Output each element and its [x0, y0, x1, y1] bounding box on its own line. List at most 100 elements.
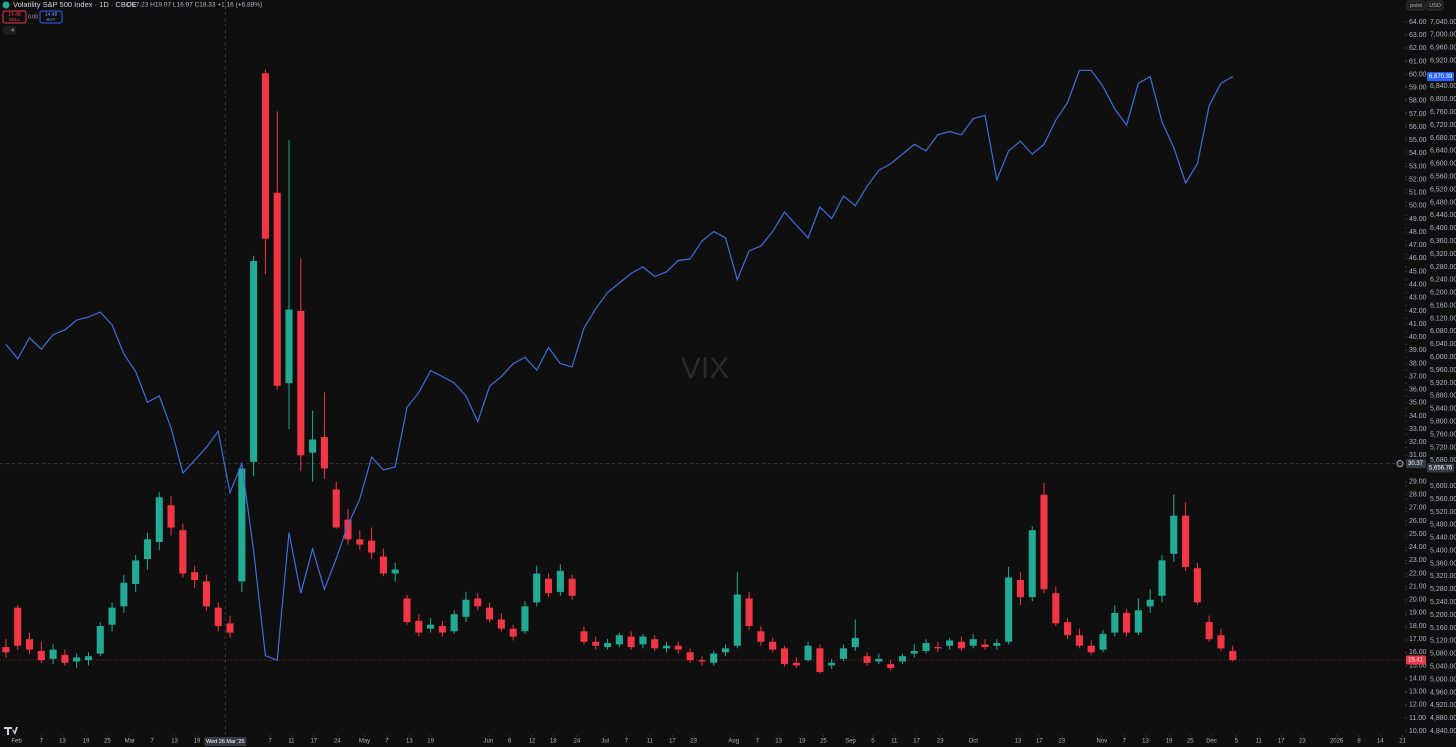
candle-body	[143, 539, 151, 560]
x-tick-label: 23	[1058, 739, 1065, 745]
candle-body	[863, 656, 871, 663]
x-tick-label: 19	[194, 739, 201, 745]
sell-price: 14.48	[8, 12, 21, 18]
y-tick-label: 52.00	[1409, 176, 1427, 183]
candle-body	[545, 578, 553, 594]
y-tick-label: 46.00	[1409, 255, 1427, 262]
x-tick-label: 11	[647, 739, 654, 745]
y2-tick-label: 6,000.00	[1430, 354, 1456, 361]
usd-button[interactable]	[1426, 0, 1444, 11]
candle-body	[1182, 515, 1190, 567]
candle-body	[474, 598, 482, 607]
candle-body	[438, 626, 446, 633]
candle-body	[1205, 622, 1213, 640]
candle-body	[615, 635, 623, 645]
crosshair-icon	[1396, 460, 1404, 468]
y2-tick-label: 6,080.00	[1430, 328, 1456, 335]
x-tick-label: 19	[83, 739, 90, 745]
x-tick-label: 25	[1187, 739, 1194, 745]
indicator-toggle[interactable]	[3, 26, 16, 35]
y-tick-label: 22.00	[1409, 570, 1427, 577]
y-tick-label: 59.00	[1409, 85, 1427, 92]
y-tick-label: 35.00	[1409, 400, 1427, 407]
y2-tick-label: 5,320.00	[1430, 573, 1456, 580]
y-tick-label: 34.00	[1409, 413, 1427, 420]
candle-body	[2, 647, 10, 653]
buy-price: 14.48	[45, 12, 58, 18]
candle-body	[1052, 593, 1060, 624]
candle-body	[922, 643, 930, 651]
y-tick-label: 58.00	[1409, 98, 1427, 105]
y2-tick-label: 6,280.00	[1430, 264, 1456, 271]
candle-body	[1134, 610, 1142, 633]
y2-tick-label: 5,040.00	[1430, 664, 1456, 671]
y-tick-label: 10.00	[1409, 728, 1427, 735]
y2-tick-label: 6,760.00	[1430, 109, 1456, 116]
candle-body	[108, 607, 116, 625]
y2-tick-label: 5,760.00	[1430, 431, 1456, 438]
y-tick-label: 47.00	[1409, 242, 1427, 249]
candle-body	[450, 614, 458, 632]
candle-body	[250, 261, 258, 462]
candle-body	[946, 640, 954, 646]
y-tick-label: 43.00	[1409, 295, 1427, 302]
overlay-last-label: 6,870.39	[1429, 74, 1453, 80]
y2-tick-label: 5,400.00	[1430, 547, 1456, 554]
y2-tick-label: 5,960.00	[1430, 367, 1456, 374]
candle-body	[214, 607, 222, 627]
y2-tick-label: 4,920.00	[1430, 702, 1456, 709]
sell-button[interactable]	[2, 10, 27, 24]
y-tick-label: 41.00	[1409, 321, 1427, 328]
usd-label: USD	[1429, 3, 1441, 9]
candle-body	[745, 598, 753, 627]
y2-tick-label: 6,480.00	[1430, 199, 1456, 206]
candle-body	[875, 658, 883, 662]
candle-body	[167, 505, 175, 528]
x-tick-label: Jun	[484, 739, 494, 745]
candle-body	[202, 581, 210, 607]
candle-body	[1099, 633, 1107, 650]
y-tick-label: 53.00	[1409, 163, 1427, 170]
crosshair-x-badge	[204, 737, 247, 746]
candle-body	[898, 656, 906, 662]
x-tick-label: 17	[1036, 739, 1043, 745]
candle-body	[851, 637, 859, 648]
x-tick-label: 13	[1015, 739, 1022, 745]
candle-body	[662, 645, 671, 649]
candle-body	[61, 654, 69, 663]
y2-tick-label: 6,680.00	[1430, 135, 1456, 142]
crosshair-y2-badge	[1427, 463, 1454, 473]
x-tick-label: 14	[1377, 739, 1384, 745]
y-tick-label: 54.00	[1409, 150, 1427, 157]
candle-body	[273, 192, 281, 386]
candle-body	[403, 598, 411, 623]
point-button[interactable]	[1406, 0, 1426, 11]
y-tick-label: 23.00	[1409, 557, 1427, 564]
y-tick-label: 62.00	[1409, 45, 1427, 52]
y2-tick-label: 6,120.00	[1430, 315, 1456, 322]
y2-tick-label: 5,840.00	[1430, 406, 1456, 413]
y2-tick-label: 6,320.00	[1430, 251, 1456, 258]
x-tick-label: 23	[937, 739, 944, 745]
y2-tick-label: 5,560.00	[1430, 496, 1456, 503]
x-tick-label: 25	[104, 739, 111, 745]
y2-tick-label: 5,240.00	[1430, 599, 1456, 606]
y-tick-label: 19.00	[1409, 610, 1427, 617]
candle-body	[686, 652, 694, 661]
y2-tick-label: 4,880.00	[1430, 715, 1456, 722]
candle-body	[1193, 568, 1201, 603]
candle-body	[981, 644, 989, 648]
x-tick-label: 13	[775, 739, 782, 745]
y-tick-label: 29.00	[1409, 478, 1427, 485]
candle-body	[96, 626, 104, 654]
candle-body	[297, 310, 305, 456]
x-tick-label: 7	[1123, 739, 1127, 745]
candle-body	[792, 662, 800, 666]
y2-tick-label: 5,600.00	[1430, 483, 1456, 490]
buy-button[interactable]	[39, 10, 63, 24]
y-tick-label: 25.00	[1409, 531, 1427, 538]
x-tick-label: 25	[820, 739, 827, 745]
